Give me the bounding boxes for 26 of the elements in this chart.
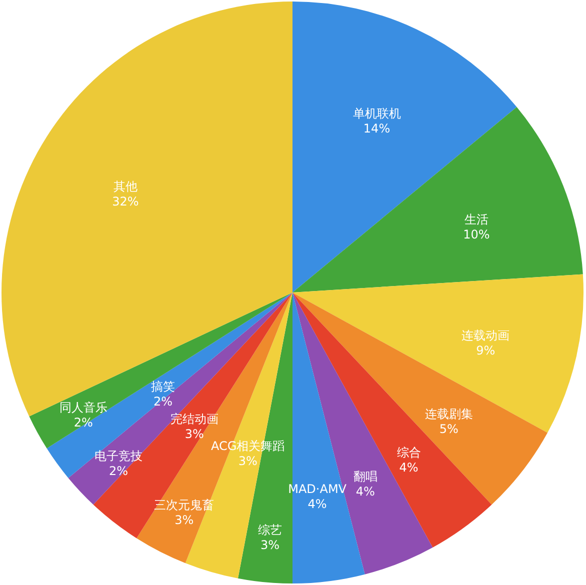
slice-label: 连载动画 <box>462 328 510 343</box>
data-label: 4% <box>399 460 418 475</box>
data-label: 2% <box>153 394 173 409</box>
slice-label: 其他 <box>113 179 138 194</box>
data-label: 32% <box>112 194 139 208</box>
slice-label: 综艺 <box>258 523 282 538</box>
slice-label: 同人音乐 <box>59 400 108 414</box>
data-label: 14% <box>363 121 390 136</box>
data-label: 3% <box>174 513 194 528</box>
data-label: 10% <box>463 228 490 242</box>
slice-label: 连载剧集 <box>424 406 473 421</box>
data-label: 4% <box>356 484 375 498</box>
data-label: 3% <box>184 426 204 441</box>
slice-label: 三次元鬼畜 <box>154 498 214 512</box>
slice-label: 搞笑 <box>151 380 176 394</box>
data-label: 5% <box>439 422 458 436</box>
slice-label: 单机联机 <box>352 106 401 120</box>
data-label: 4% <box>308 496 327 511</box>
slice-label: 生活 <box>464 212 488 227</box>
pie-slice <box>292 107 583 292</box>
slice-label: 完结动画 <box>170 412 218 426</box>
slice-label: 翻唱 <box>353 469 378 484</box>
data-label: 3% <box>238 454 258 468</box>
data-label: 9% <box>476 344 496 358</box>
slice-label: 综合 <box>396 446 421 460</box>
data-label: 3% <box>260 538 280 552</box>
